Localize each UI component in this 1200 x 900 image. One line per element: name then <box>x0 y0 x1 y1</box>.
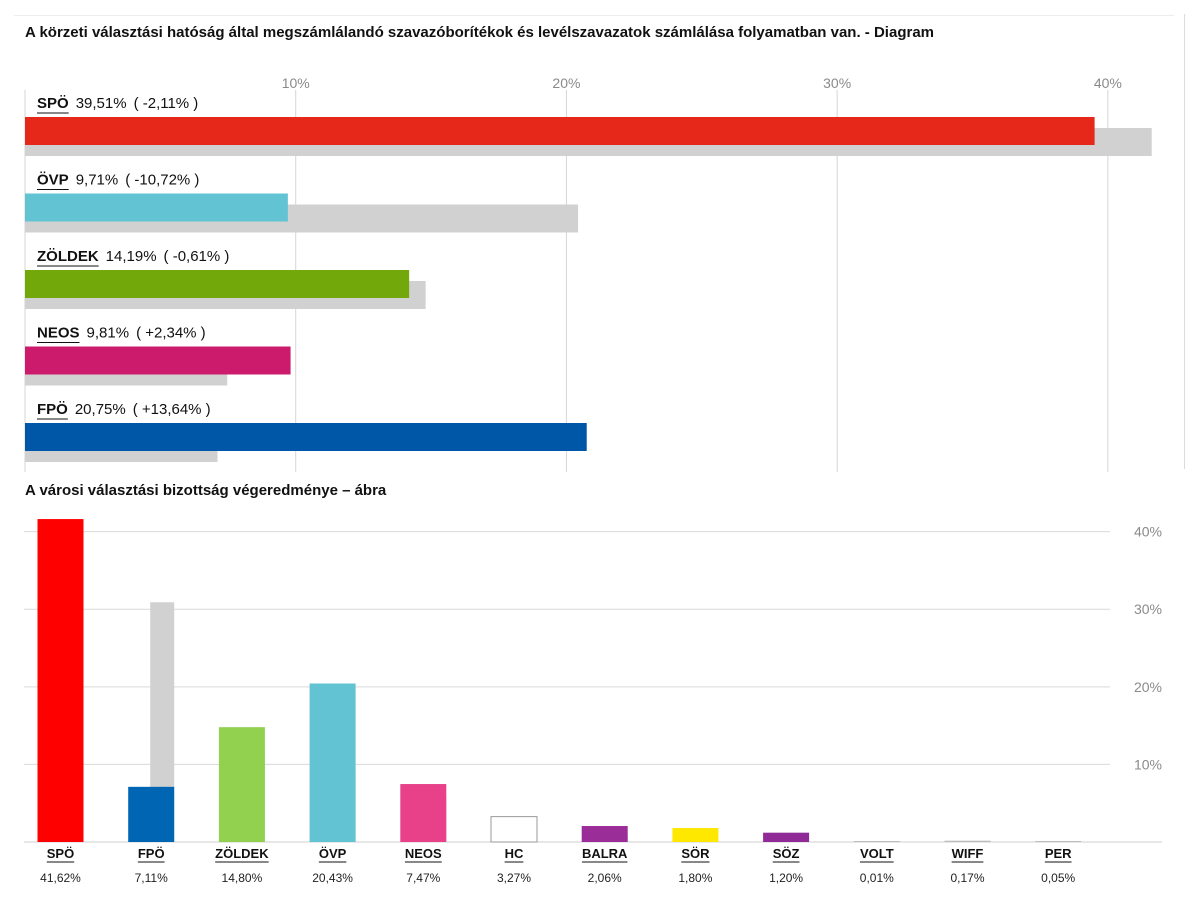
value-label: 0,05% <box>1041 871 1075 885</box>
bar <box>763 832 810 842</box>
city-results-chart: A városi választási bizottság végeredmén… <box>0 472 1200 900</box>
value-label: 41,62% <box>40 871 81 885</box>
chart-title: A körzeti választási hatóság által megsz… <box>25 24 934 41</box>
value-label: 14,19% <box>106 248 157 265</box>
category-label: WIFF <box>952 846 984 861</box>
change-label: ( +2,34% ) <box>136 325 206 342</box>
value-label: 9,71% <box>76 172 119 189</box>
bar <box>490 816 538 843</box>
value-label: 39,51% <box>76 95 127 112</box>
value-label: 20,75% <box>75 401 126 418</box>
value-label: 0,17% <box>950 871 984 885</box>
category-label: NEOS <box>405 846 442 861</box>
bar <box>672 828 719 842</box>
category-label: FPÖ <box>138 846 165 861</box>
bar <box>218 727 265 842</box>
bar <box>37 519 84 842</box>
tick-label: 30% <box>1134 601 1162 617</box>
value-label: 14,80% <box>222 871 263 885</box>
bar <box>25 346 291 375</box>
change-label: ( -2,11% ) <box>134 95 199 112</box>
category-label: NEOS <box>37 325 80 342</box>
category-label: SÖR <box>681 846 710 861</box>
tick-label: 40% <box>1094 75 1122 91</box>
bar <box>400 784 447 842</box>
change-label: ( -0,61% ) <box>164 248 230 265</box>
vertical-bar-chart: 10% 20% 30% 40% SPÖ 41,62% FPÖ 7,11% ZÖLDEK 14,80… <box>24 519 1162 885</box>
category-label: BALRA <box>582 846 628 861</box>
tick-label: 10% <box>282 75 310 91</box>
value-label: 0,01% <box>860 871 894 885</box>
right-divider <box>1184 14 1185 469</box>
category-label: SPÖ <box>47 846 74 861</box>
change-label: ( -10,72% ) <box>125 172 199 189</box>
tick-label: 20% <box>552 75 580 91</box>
bar <box>581 826 628 842</box>
category-label: PER <box>1045 846 1072 861</box>
value-label: 7,47% <box>406 871 440 885</box>
bar <box>309 683 356 842</box>
row-label: FPÖ 20,75% ( +13,64% ) <box>37 401 211 418</box>
value-label: 20,43% <box>312 871 353 885</box>
row-label: ZÖLDEK 14,19% ( -0,61% ) <box>37 248 229 265</box>
bar <box>25 193 288 222</box>
category-label: FPÖ <box>37 401 68 418</box>
bar <box>25 117 1095 145</box>
value-label: 1,20% <box>769 871 803 885</box>
category-label: ZÖLDEK <box>215 846 269 861</box>
top-frame-line <box>14 15 1174 16</box>
tick-label: 40% <box>1134 524 1162 540</box>
row-label: ÖVP 9,71% ( -10,72% ) <box>37 172 199 189</box>
bar <box>25 423 587 451</box>
value-label: 7,11% <box>135 871 168 885</box>
tick-label: 30% <box>823 75 851 91</box>
value-label: 3,27% <box>497 871 531 885</box>
category-label: SÖZ <box>773 846 800 861</box>
category-label: ÖVP <box>319 846 347 861</box>
bar <box>1035 841 1082 842</box>
category-label: VOLT <box>860 846 894 861</box>
value-label: 9,81% <box>87 325 130 342</box>
bar <box>25 270 410 298</box>
value-label: 2,06% <box>588 871 622 885</box>
category-label: ÖVP <box>37 172 69 189</box>
value-label: 1,80% <box>678 871 712 885</box>
district-results-chart: A körzeti választási hatóság által megsz… <box>24 24 1152 472</box>
bar <box>128 786 175 842</box>
category-label: ZÖLDEK <box>37 248 99 265</box>
category-label: HC <box>505 846 524 861</box>
change-label: ( +13,64% ) <box>133 401 211 418</box>
row-label: SPÖ 39,51% ( -2,11% ) <box>37 95 198 112</box>
bar <box>853 841 900 842</box>
tick-label: 10% <box>1134 756 1162 772</box>
row-label: NEOS 9,81% ( +2,34% ) <box>37 325 206 342</box>
tick-label: 20% <box>1134 679 1162 695</box>
category-label: SPÖ <box>37 95 69 112</box>
bar <box>944 840 991 842</box>
chart-title: A városi választási bizottság végeredmén… <box>25 482 387 499</box>
horizontal-bar-chart: 10% 20% 30% 40% SPÖ 39,51% ( -2,11% ) ÖVP 9,71% (… <box>24 75 1152 472</box>
